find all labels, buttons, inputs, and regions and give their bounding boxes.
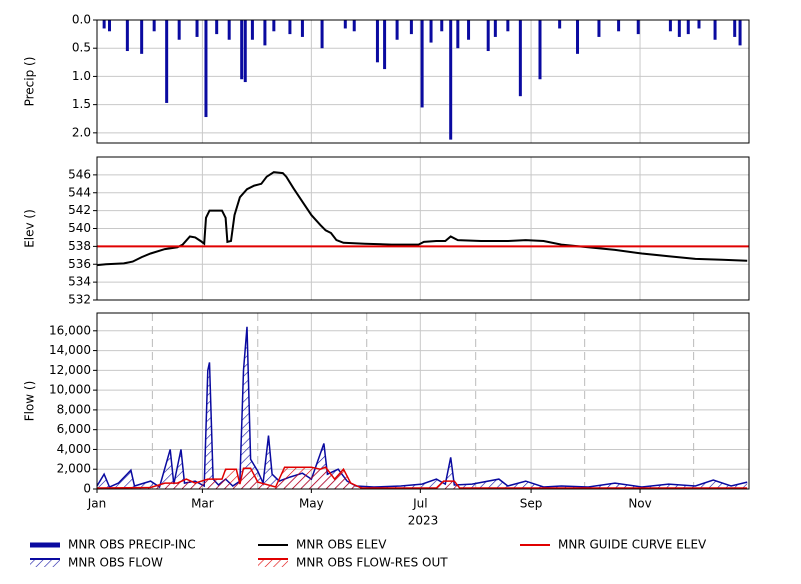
area [97, 326, 748, 489]
bar [420, 20, 424, 108]
y-tick-label: 0.5 [72, 41, 91, 55]
plot-frame [96, 156, 750, 301]
bar [102, 20, 106, 29]
y-tick-label: 0.0 [72, 13, 91, 27]
y-tick-label: 532 [68, 293, 91, 307]
y-tick-label: 8,000 [57, 402, 91, 416]
bar [686, 20, 690, 35]
area [97, 467, 748, 489]
y-tick-label: 540 [68, 221, 91, 235]
y-tick-label: 2,000 [57, 462, 91, 476]
legend-label: MNR OBS ELEV [296, 538, 387, 552]
y-axis-label: Flow () [23, 381, 37, 422]
y-tick-label: 546 [68, 167, 91, 181]
bar [152, 20, 156, 32]
bar [243, 20, 247, 83]
bar [429, 20, 433, 43]
bar [343, 20, 347, 29]
legend-swatch [30, 559, 60, 567]
bar [733, 20, 737, 37]
bar [375, 20, 379, 63]
y-tick-label: 6,000 [57, 422, 91, 436]
bar [493, 20, 497, 37]
bar [288, 20, 292, 35]
x-tick-label: May [299, 497, 324, 511]
x-axis-label: 2023 [408, 514, 439, 528]
line [96, 466, 748, 489]
bar [677, 20, 681, 37]
bar [506, 20, 510, 32]
bar [140, 20, 144, 54]
bar [409, 20, 413, 35]
y-tick-label: 536 [68, 257, 91, 271]
bar [440, 20, 444, 32]
bar [108, 20, 112, 32]
y-tick-label: 538 [68, 239, 91, 253]
bar [518, 20, 522, 97]
y-tick-label: 16,000 [49, 323, 91, 337]
y-tick-label: 1.0 [72, 69, 91, 83]
y-tick-label: 10,000 [49, 383, 91, 397]
bar [713, 20, 717, 40]
y-tick-label: 1.5 [72, 97, 91, 111]
bar [697, 20, 701, 29]
bar [263, 20, 267, 46]
y-axis-label: Precip () [23, 57, 37, 107]
legend-label: MNR OBS PRECIP-INC [68, 538, 196, 552]
legend-label: MNR GUIDE CURVE ELEV [558, 538, 707, 552]
x-tick-label: Sep [520, 497, 543, 511]
bar [668, 20, 672, 32]
bar [738, 20, 742, 46]
bar [177, 20, 181, 40]
bar [300, 20, 304, 37]
x-tick-label: Mar [191, 497, 214, 511]
plot-frame [96, 19, 750, 144]
legend-swatch [258, 559, 288, 567]
bar [617, 20, 621, 32]
bar [486, 20, 490, 52]
y-tick-label: 0 [83, 482, 91, 496]
bar [227, 20, 231, 40]
y-tick-label: 544 [68, 185, 91, 199]
plot-frame [96, 312, 750, 490]
bar [597, 20, 601, 37]
bar [215, 20, 219, 35]
y-tick-label: 14,000 [49, 343, 91, 357]
bar [125, 20, 129, 52]
bar [636, 20, 640, 35]
bar [195, 20, 199, 37]
legend-label: MNR OBS FLOW-RES OUT [296, 556, 448, 570]
y-tick-label: 534 [68, 275, 91, 289]
y-tick-label: 2.0 [72, 125, 91, 139]
bar [538, 20, 542, 80]
bar [456, 20, 460, 49]
bar [352, 20, 356, 32]
y-axis-label: Elev () [23, 209, 37, 248]
bar [467, 20, 471, 40]
x-tick-label: Jan [87, 497, 107, 511]
bar [165, 20, 169, 103]
bar [240, 20, 244, 80]
bar [576, 20, 580, 54]
bar [250, 20, 254, 40]
bar [320, 20, 324, 49]
bar [272, 20, 276, 32]
line [96, 171, 748, 267]
bar [449, 20, 453, 140]
bar [204, 20, 208, 118]
legend-label: MNR OBS FLOW [68, 556, 163, 570]
bar [395, 20, 399, 40]
bar [558, 20, 562, 29]
x-tick-label: Nov [628, 497, 651, 511]
bar [383, 20, 387, 70]
y-tick-label: 542 [68, 203, 91, 217]
y-tick-label: 12,000 [49, 363, 91, 377]
y-tick-label: 4,000 [57, 442, 91, 456]
x-tick-label: Jul [412, 497, 427, 511]
